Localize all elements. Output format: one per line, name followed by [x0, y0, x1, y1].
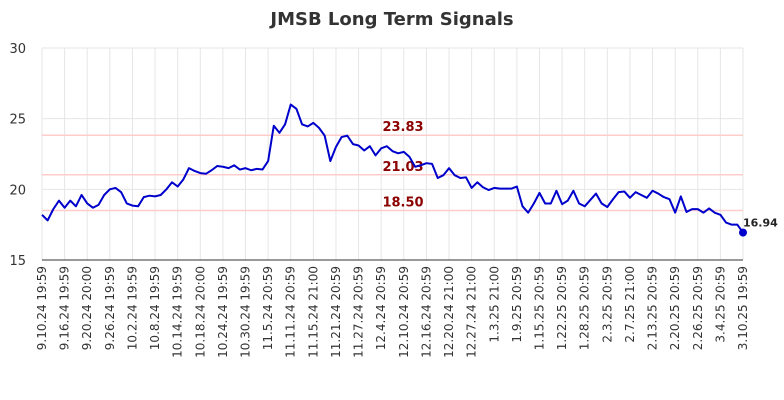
x-tick-label: 12.27.24 21:00: [465, 266, 479, 358]
grid: [41, 47, 744, 261]
reference-line-label: 18.50: [382, 196, 423, 211]
x-tick-label: 1.28.25 20:59: [578, 266, 592, 350]
x-tick-label: 11.21.24 20:59: [329, 266, 343, 358]
x-tick-label: 12.20.24 21:00: [442, 266, 456, 358]
x-tick-label: 11.11.24 20:59: [284, 266, 298, 358]
x-tick-label: 3.4.25 20:59: [713, 266, 727, 343]
x-tick-label: 11.27.24 20:59: [352, 266, 366, 358]
x-tick-label: 2.26.25 20:59: [691, 266, 705, 350]
y-tick-label: 15: [9, 254, 26, 269]
x-tick-label: 12.16.24 20:59: [419, 266, 433, 358]
x-tick-label: 10.14.24 19:59: [171, 266, 185, 358]
x-tick-label: 10.2.24 19:59: [125, 266, 139, 350]
last-value-marker: [739, 228, 747, 237]
y-tick-label: 20: [9, 183, 26, 198]
last-value-label: 16.94: [743, 217, 778, 230]
x-tick-label: 9.20.24 20:00: [80, 266, 94, 350]
x-tick-label: 10.30.24 19:59: [239, 266, 253, 358]
x-tick-label: 2.20.25 20:59: [668, 266, 682, 350]
reference-lines: 23.83 21.03 18.50: [42, 120, 743, 212]
x-tick-label: 10.24.24 19:59: [216, 266, 230, 358]
x-tick-label: 1.22.25 20:59: [555, 266, 569, 350]
y-axis-ticks: 15 20 25 30: [9, 42, 26, 269]
x-tick-label: 11.5.24 20:59: [261, 266, 275, 350]
x-tick-label: 9.26.24 19:59: [103, 266, 117, 350]
x-axis-ticks: 9.10.24 19:59 9.16.24 19:59 9.20.24 20:00 9…: [35, 266, 750, 358]
x-tick-label: 2.3.25 20:59: [600, 266, 614, 343]
x-tick-label: 1.15.25 20:59: [532, 266, 546, 350]
x-tick-label: 3.10.25 19:59: [736, 266, 750, 350]
x-tick-label: 10.8.24 19:59: [148, 266, 162, 350]
x-tick-label: 1.3.25 21:00: [487, 266, 501, 343]
y-tick-label: 30: [9, 42, 26, 57]
x-tick-label: 12.4.24 20:59: [374, 266, 388, 350]
reference-line-label: 23.83: [382, 120, 423, 135]
x-tick-label: 9.16.24 19:59: [58, 266, 72, 350]
y-tick-label: 25: [9, 113, 26, 128]
x-tick-label: 12.10.24 20:59: [397, 266, 411, 358]
reference-line-label: 21.03: [382, 160, 423, 175]
x-tick-label: 11.15.24 21:00: [306, 266, 320, 358]
x-tick-label: 10.18.24 20:00: [193, 266, 207, 358]
x-tick-label: 2.13.25 20:59: [646, 266, 660, 350]
x-tick-label: 1.9.25 20:59: [510, 266, 524, 343]
x-tick-label: 9.10.24 19:59: [35, 266, 49, 350]
series-line: [41, 103, 744, 234]
x-tick-label: 2.7.25 21:00: [623, 266, 637, 343]
series-layer: 16.94: [41, 103, 778, 237]
chart-title: JMSB Long Term Signals: [268, 9, 513, 30]
